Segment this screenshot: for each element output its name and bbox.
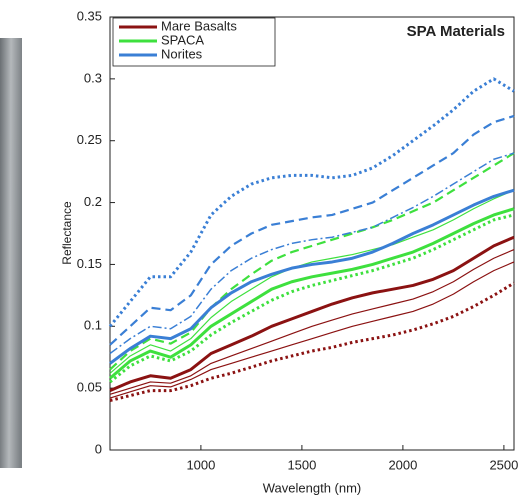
side-image <box>0 38 22 468</box>
x-tick-label: 2000 <box>388 457 417 472</box>
legend-label: Mare Basalts <box>161 18 237 33</box>
legend-label: Norites <box>161 46 203 61</box>
spectrum-line <box>109 281 515 402</box>
x-tick-label: 1500 <box>287 457 316 472</box>
x-tick-label: 1000 <box>186 457 215 472</box>
spectrum-line <box>109 152 515 371</box>
legend-label: SPACA <box>161 32 204 47</box>
y-tick-label: 0.25 <box>77 132 102 147</box>
spectrum-line <box>109 235 515 392</box>
y-tick-label: 0.15 <box>77 256 102 271</box>
y-tick-label: 0 <box>95 441 102 456</box>
chart-title: SPA Materials <box>407 23 505 40</box>
y-tick-label: 0.35 <box>77 8 102 23</box>
y-axis-label: Reflectance <box>60 201 74 265</box>
spectrum-line <box>109 249 515 395</box>
spectrum-line <box>109 188 515 365</box>
spectrum-line <box>109 189 515 374</box>
y-tick-label: 0.3 <box>84 70 102 85</box>
x-axis-label: Wavelength (nm) <box>263 480 362 495</box>
y-tick-label: 0.05 <box>77 380 102 395</box>
y-tick-label: 0.1 <box>84 318 102 333</box>
x-tick-label: 2500 <box>489 457 518 472</box>
spectrum-line <box>108 77 515 328</box>
plot-frame <box>109 16 515 451</box>
spectrum-line <box>109 261 515 399</box>
spectrum-line <box>109 114 515 346</box>
spectrum-line <box>109 207 515 380</box>
y-tick-label: 0.2 <box>84 194 102 209</box>
spectrum-line <box>109 152 515 355</box>
